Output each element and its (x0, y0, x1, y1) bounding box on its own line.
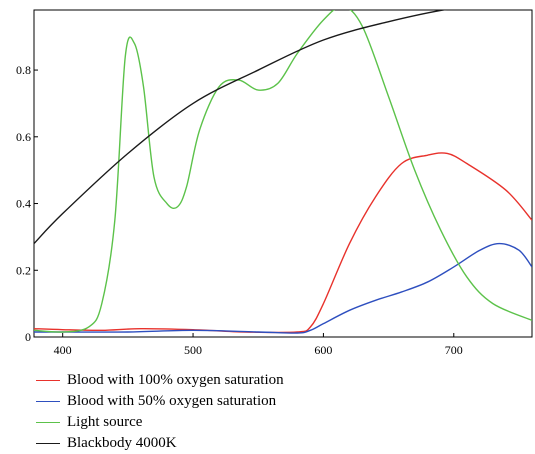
y-tick-label: 0.6 (16, 130, 31, 144)
legend: Blood with 100% oxygen saturation Blood … (36, 370, 284, 454)
plot-area-frame (34, 10, 532, 337)
legend-swatch-blackbody (36, 443, 60, 444)
y-tick-label: 0.4 (16, 197, 31, 211)
legend-swatch-blood-100 (36, 380, 60, 381)
series-line-blood-50 (34, 244, 532, 333)
legend-label-light-source: Light source (67, 414, 142, 431)
series-line-blackbody (34, 5, 532, 244)
series-line-light-source (34, 7, 532, 333)
legend-item-light-source: Light source (36, 412, 284, 433)
line-chart: 400 500 600 700 0 0.2 0.4 0.6 0.8 (0, 0, 535, 365)
y-tick-label: 0 (25, 330, 31, 344)
legend-swatch-light-source (36, 422, 60, 423)
legend-label-blood-100: Blood with 100% oxygen saturation (67, 372, 284, 389)
series-line-blood-100 (34, 153, 532, 333)
x-tick-label: 500 (184, 343, 202, 357)
x-tick-label: 700 (445, 343, 463, 357)
y-tick-label: 0.2 (16, 263, 31, 277)
x-tick-label: 600 (314, 343, 332, 357)
legend-item-blood-100: Blood with 100% oxygen saturation (36, 370, 284, 391)
x-tick-label: 400 (54, 343, 72, 357)
legend-item-blackbody: Blackbody 4000K (36, 433, 284, 454)
legend-label-blood-50: Blood with 50% oxygen saturation (67, 393, 276, 410)
legend-item-blood-50: Blood with 50% oxygen saturation (36, 391, 284, 412)
legend-swatch-blood-50 (36, 401, 60, 402)
y-tick-label: 0.8 (16, 63, 31, 77)
legend-label-blackbody: Blackbody 4000K (67, 435, 177, 452)
